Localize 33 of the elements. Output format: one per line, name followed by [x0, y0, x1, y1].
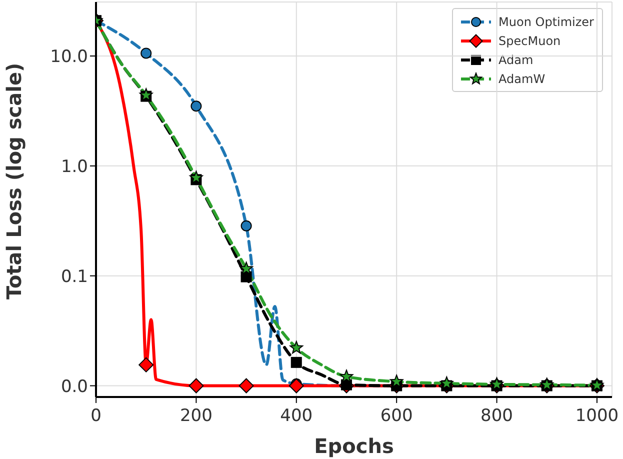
x-tick-label: 1000	[575, 406, 619, 426]
point	[138, 357, 154, 372]
point	[290, 356, 302, 368]
legend-label: Muon Optimizer	[498, 14, 594, 28]
point	[188, 378, 204, 394]
point	[238, 378, 254, 394]
point	[390, 374, 404, 388]
point	[139, 88, 153, 101]
x-tick-label: 200	[180, 406, 212, 426]
legend-label: AdamW	[498, 72, 546, 86]
x-tick-label: 400	[280, 406, 313, 426]
legend-label: Adam	[498, 52, 534, 66]
y-tick-label: 10.0	[50, 47, 88, 68]
point	[190, 100, 202, 112]
x-tick-label: 600	[380, 406, 413, 426]
point	[140, 48, 152, 59]
y-axis-title: Total Loss (log scale)	[2, 62, 26, 300]
point	[490, 377, 504, 390]
x-tick-label: 800	[480, 406, 514, 426]
x-tick-label: 0	[90, 406, 102, 426]
point	[240, 262, 253, 275]
point	[440, 376, 454, 390]
point	[290, 340, 304, 354]
legend-label: SpecMuon	[498, 34, 561, 48]
y-tick-label: 1.0	[60, 156, 88, 177]
point	[288, 378, 304, 394]
point	[340, 370, 354, 382]
y-tick-label: 0.0	[60, 376, 88, 397]
point	[190, 170, 203, 184]
x-axis-title: Epochs	[314, 434, 394, 458]
point	[540, 378, 554, 391]
y-tick-label: 0.1	[60, 266, 88, 287]
point	[240, 220, 252, 232]
